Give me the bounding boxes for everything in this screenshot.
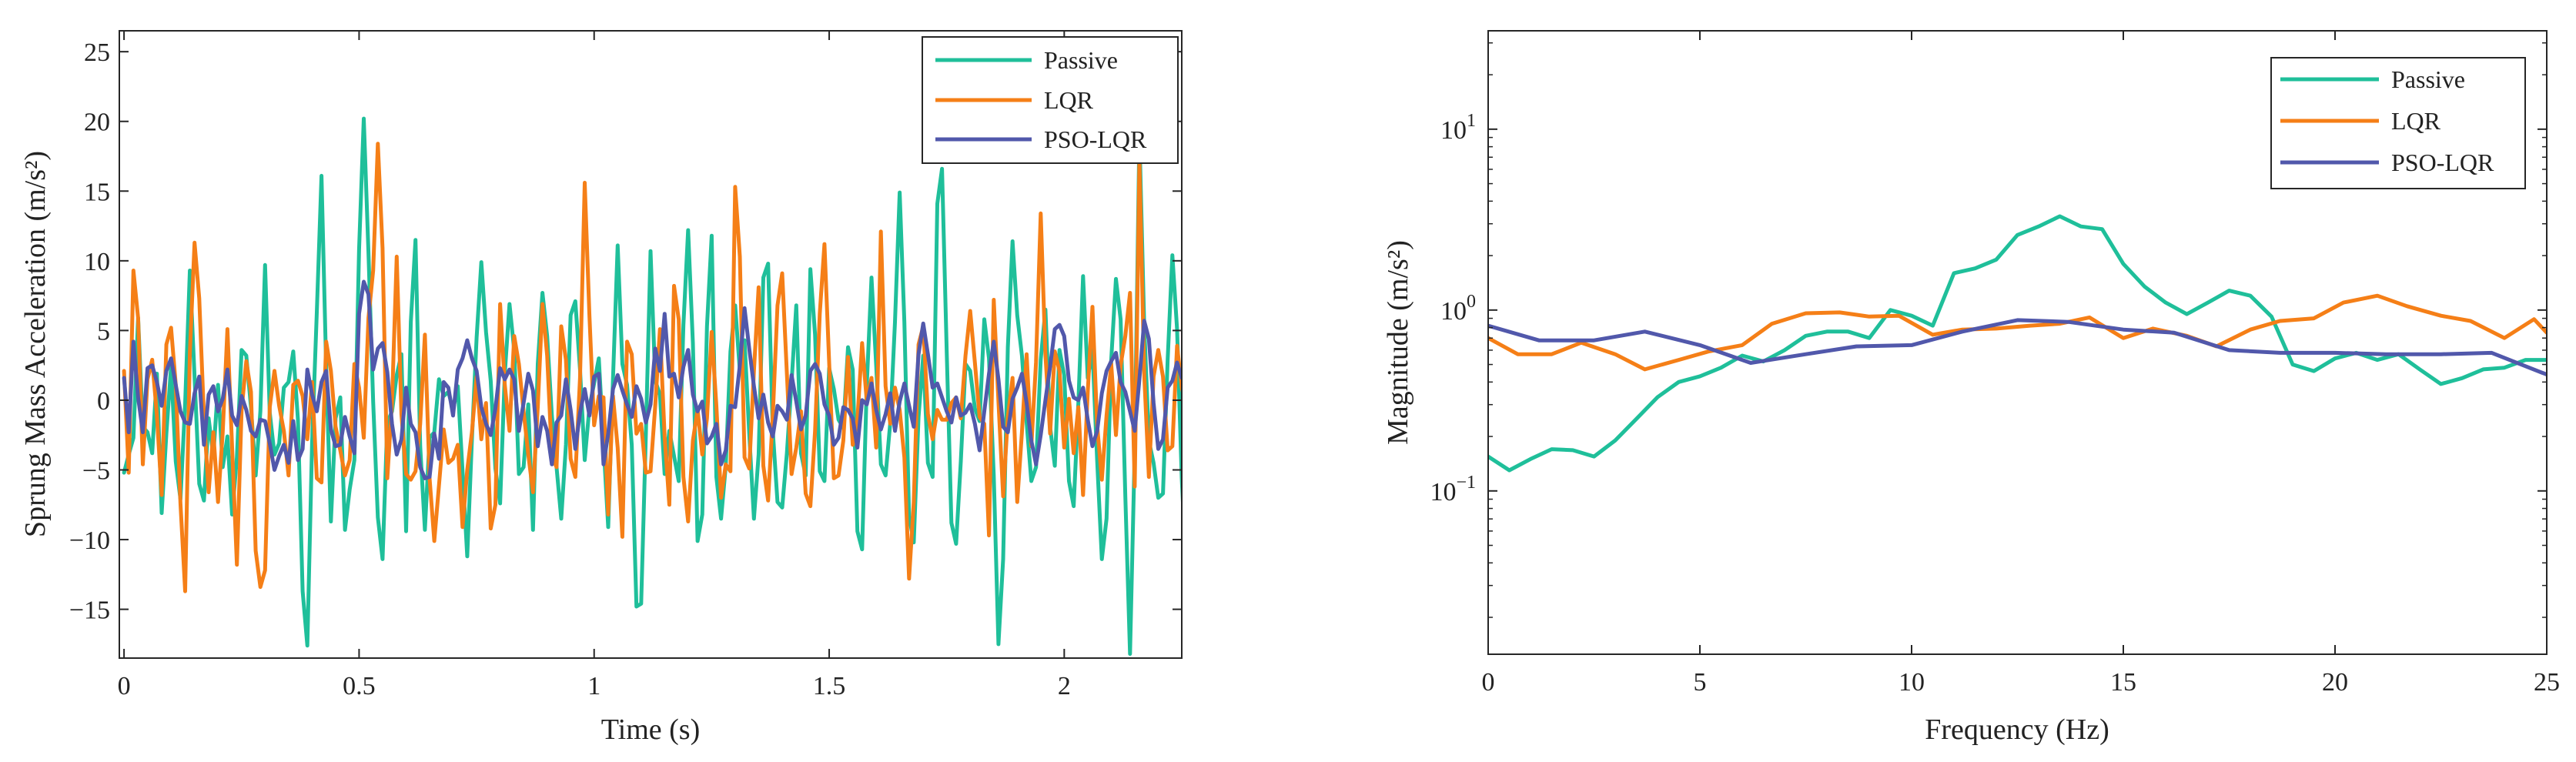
time-y-tick-label: −15: [69, 597, 110, 625]
frequency-legend-label-lqr: LQR: [2391, 107, 2441, 135]
frequency-y-tick-label: 101: [1440, 111, 1476, 145]
frequency-plot-frame: [1487, 30, 2548, 655]
frequency-x-ticks: 0 5 10 15 20 25: [1482, 31, 2560, 697]
frequency-x-tick-label: 15: [2110, 668, 2136, 697]
time-series-group: [122, 116, 1182, 657]
frequency-legend-label-passive: Passive: [2391, 65, 2465, 93]
frequency-y-ticks: 10−1 100 101: [1430, 42, 2547, 618]
frequency-x-tick-label: 20: [2322, 668, 2348, 697]
time-plot-frame: [119, 30, 1183, 659]
time-y-tick-label: 20: [84, 109, 110, 137]
frequency-series-passive: [1488, 214, 2547, 473]
time-y-tick-label: −10: [69, 526, 110, 555]
time-legend-label-passive: Passive: [1044, 46, 1118, 74]
frequency-series-pso-lqr: [1488, 318, 2547, 377]
time-series-pso-lqr: [122, 279, 1182, 480]
time-y-tick-label: −5: [82, 457, 110, 486]
frequency-series-group: [1488, 214, 2547, 473]
frequency-x-tick-label: 10: [1899, 668, 1925, 697]
time-x-tick-label: 1: [587, 672, 601, 700]
frequency-y-tick-label: 10−1: [1430, 473, 1476, 506]
time-legend-label-pso-lqr: PSO-LQR: [1044, 125, 1147, 153]
frequency-series-lqr: [1488, 293, 2547, 372]
time-x-ticks: 0 0.5 1 1.5 2: [118, 31, 1071, 700]
time-x-tick-label: 0: [118, 672, 131, 700]
frequency-x-tick-label: 5: [1694, 668, 1707, 697]
time-x-tick-label: 1.5: [813, 672, 846, 700]
frequency-x-axis-label: Frequency (Hz): [1925, 714, 2109, 746]
frequency-legend: Passive LQR PSO-LQR: [2270, 57, 2526, 189]
time-y-tick-label: 0: [97, 387, 110, 416]
time-x-tick-label: 0.5: [343, 672, 376, 700]
time-y-axis-label: Sprung Mass Acceleration (m/s²): [19, 151, 52, 537]
time-y-tick-label: 15: [84, 178, 110, 206]
frequency-y-axis-label: Magnitude (m/s²): [1382, 240, 1414, 445]
frequency-response-plot: 0 5 10 15 20 25 10−1 100 101 Frequency (Hz) Mag…: [1382, 30, 2560, 746]
frequency-legend-label-pso-lqr: PSO-LQR: [2391, 149, 2494, 176]
time-legend: Passive LQR PSO-LQR: [922, 36, 1179, 164]
time-y-tick-label: 5: [97, 317, 110, 346]
time-series-passive: [122, 116, 1182, 657]
time-x-axis-label: Time (s): [601, 714, 700, 746]
frequency-x-tick-label: 0: [1482, 668, 1495, 697]
time-response-plot: 0 0.5 1 1.5 2 −15 −10 −5 0 5 10 15 20 25 Time (s) Sp…: [19, 30, 1183, 746]
time-y-ticks: −15 −10 −5 0 5 10 15 20 25: [69, 38, 1182, 625]
time-legend-label-lqr: LQR: [1044, 86, 1094, 114]
time-y-tick-label: 25: [84, 38, 110, 67]
time-y-tick-label: 10: [84, 248, 110, 276]
frequency-y-tick-label: 100: [1440, 292, 1476, 326]
time-x-tick-label: 2: [1058, 672, 1071, 700]
frequency-x-tick-label: 25: [2534, 668, 2560, 697]
